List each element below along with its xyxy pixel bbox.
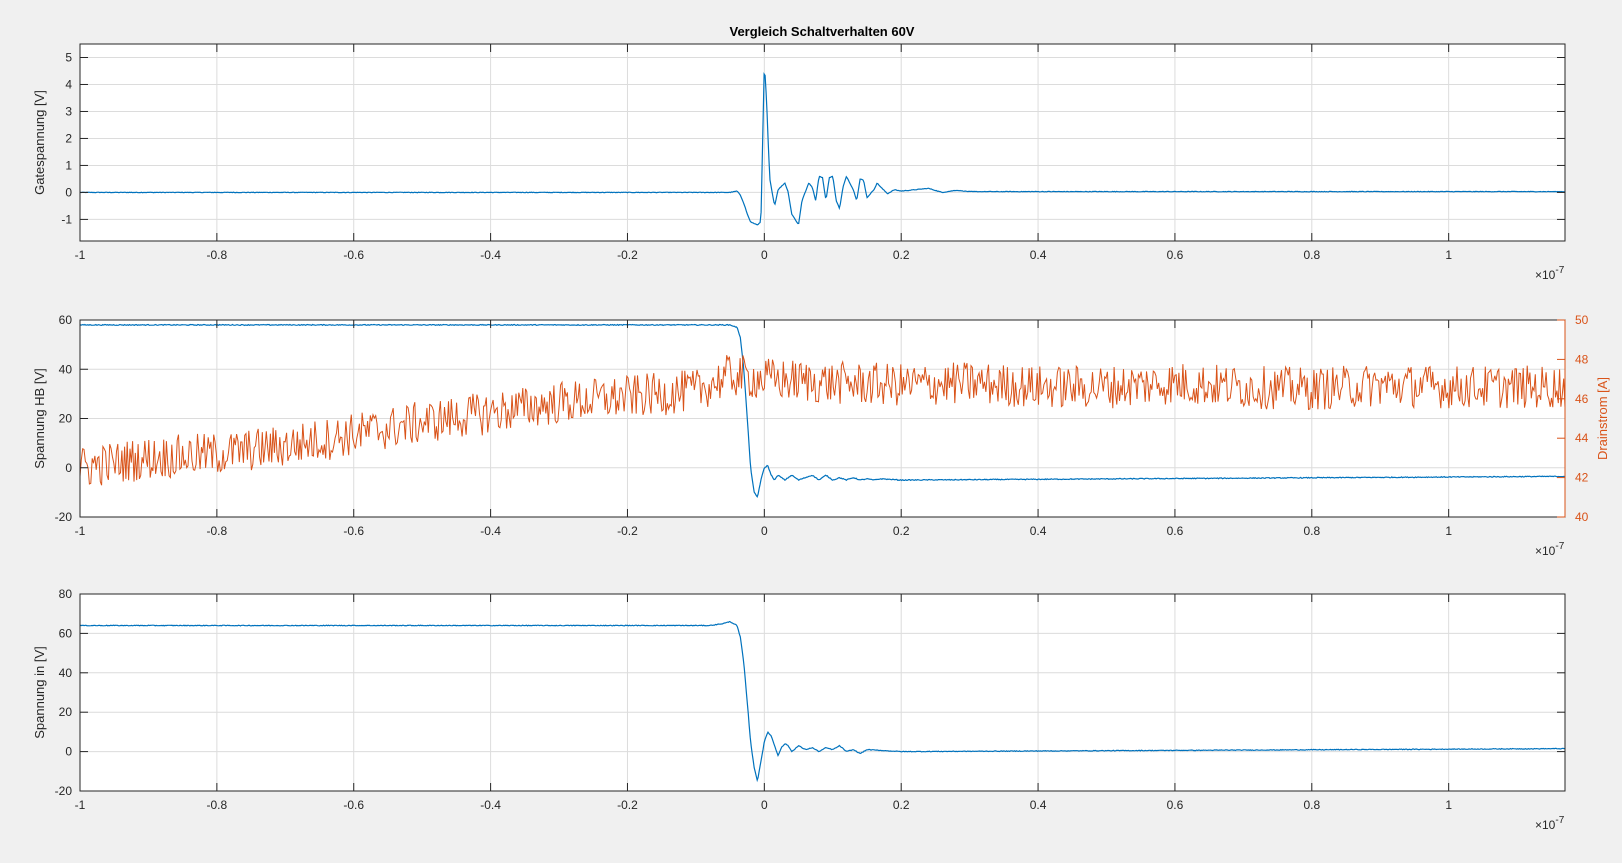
x-tick-label: -0.8 [207,798,228,812]
x-tick-label: -0.2 [617,524,638,538]
x-tick-label: -0.4 [480,248,501,262]
y-tick-label-right: 48 [1575,352,1589,366]
axes-box [79,43,1566,242]
x-tick-label: 0 [761,798,768,812]
series-line-left [80,323,1565,498]
y-tick-label-right: 46 [1575,392,1589,406]
y-axis-label: Gatespannung [V] [32,90,47,195]
y-tick-label-right: 42 [1575,471,1589,485]
series-line-right [80,355,1565,486]
x-tick-label: 0.2 [893,524,910,538]
x-tick-label: 0.4 [1030,798,1047,812]
x-tick-label: 1 [1445,798,1452,812]
x-tick-label: -0.2 [617,798,638,812]
x-tick-label: 0.6 [1167,524,1184,538]
y-tick-label: 3 [65,104,72,118]
x-tick-label: -1 [75,798,86,812]
y-axis-label-right: Drainstrom [A] [1595,377,1610,460]
x-tick-label: 0.6 [1167,798,1184,812]
y-tick-label: 20 [59,705,73,719]
y-tick-label: 1 [65,158,72,172]
x-tick-label: 0.8 [1303,248,1320,262]
x-tick-label: 0.4 [1030,524,1047,538]
y-tick-label-right: 40 [1575,510,1589,524]
y-tick-label: 60 [59,626,73,640]
y-tick-label-right: 50 [1575,313,1589,327]
subplots: -1 -0.8 -0.6 -0.4 -0.2 0 0.2 0.4 0.6 0.8 1 -1 0 1 2 3 4 5… [32,43,1610,832]
x-tick-label: -1 [75,524,86,538]
x-tick-label: 0.4 [1030,248,1047,262]
x-tick-label: 1 [1445,524,1452,538]
y-tick-label: 60 [59,313,73,327]
series-line-left [80,620,1565,783]
y-tick-label: 40 [59,362,73,376]
y-tick-label: -1 [61,212,72,226]
y-tick-label: 2 [65,131,72,145]
x-tick-label: 0.6 [1167,248,1184,262]
y-tick-label: 40 [59,666,73,680]
subplot-1: -1 -0.8 -0.6 -0.4 -0.2 0 0.2 0.4 0.6 0.8 1 -1 0 1 2 3 4 5… [32,43,1566,282]
y-tick-label: 4 [65,77,72,91]
x-tick-label: 0.2 [893,798,910,812]
y-axis-label: Spannung in [V] [32,646,47,739]
y-tick-label: 20 [59,412,73,426]
x-tick-label: -0.2 [617,248,638,262]
x-tick-label: 0.8 [1303,798,1320,812]
x-tick-label: -0.8 [207,524,228,538]
y-tick-label: -20 [55,784,73,798]
x-tick-label: -0.6 [343,524,364,538]
x-tick-label: -0.8 [207,248,228,262]
y-tick-label: 0 [65,185,72,199]
y-tick-label: 0 [65,745,72,759]
x-tick-label: -0.4 [480,524,501,538]
x-tick-label: -1 [75,248,86,262]
figure-title: Vergleich Schaltverhalten 60V [730,24,915,39]
y-tick-label: -20 [55,510,73,524]
series-line-left [80,72,1565,226]
subplot-3: -1 -0.8 -0.6 -0.4 -0.2 0 0.2 0.4 0.6 0.8 1 -20 0 20 40… [32,587,1566,832]
x-tick-label: -0.6 [343,248,364,262]
y-axis-label: Spannung HB [V] [32,368,47,468]
x-tick-label: 0.8 [1303,524,1320,538]
x-tick-label: -0.4 [480,798,501,812]
plot-area [80,594,1565,791]
x-tick-label: 0.2 [893,248,910,262]
y-tick-label: 5 [65,50,72,64]
axes-box [79,593,1566,792]
x-tick-label: -0.6 [343,798,364,812]
plot-area [80,44,1565,241]
x-tick-label: 1 [1445,248,1452,262]
x-tick-label: 0 [761,524,768,538]
y-tick-label: 80 [59,587,73,601]
y-tick-label-right: 44 [1575,431,1589,445]
subplot-2: -1 -0.8 -0.6 -0.4 -0.2 0 0.2 0.4 0.6 0.8 1 -20 0 20 40… [32,313,1610,558]
y-tick-label: 0 [65,461,72,475]
x-tick-label: 0 [761,248,768,262]
